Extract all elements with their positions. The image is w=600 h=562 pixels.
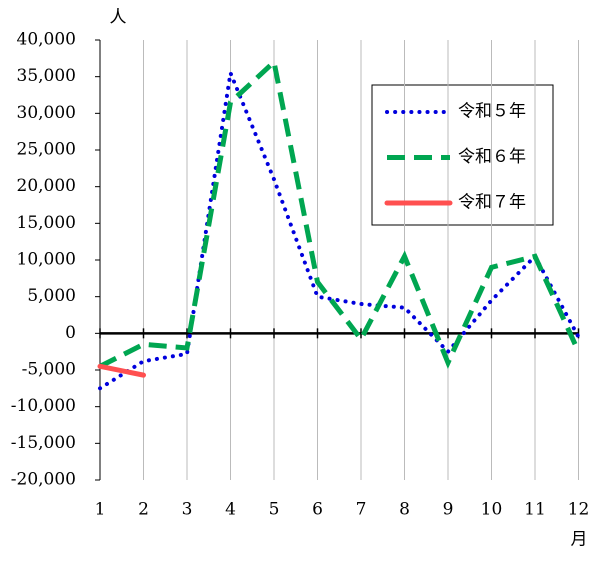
y-tick-label: 10,000 — [17, 250, 76, 270]
y-tick-label: 40,000 — [17, 30, 76, 50]
y-tick-label: 0 — [65, 323, 76, 343]
x-tick-label: 7 — [356, 500, 367, 520]
y-tick-label: -10,000 — [11, 396, 76, 416]
series-line — [98, 57, 581, 369]
y-tick-label: 5,000 — [27, 286, 76, 306]
x-unit: 月 — [571, 530, 588, 550]
series-line — [97, 363, 146, 378]
x-tick-label: 3 — [182, 500, 193, 520]
y-tick-label: 30,000 — [17, 103, 76, 123]
y-tick-label: 35,000 — [17, 66, 76, 86]
y-tick-label: -20,000 — [11, 470, 76, 490]
y-tick-label: 15,000 — [17, 213, 76, 233]
legend-label: 令和５年 — [458, 102, 526, 122]
legend-label: 令和６年 — [458, 147, 526, 167]
x-tick-label: 2 — [138, 500, 149, 520]
x-tick-label: 9 — [443, 500, 454, 520]
x-tick-label: 4 — [225, 500, 236, 520]
y-tick-label: 20,000 — [17, 176, 76, 196]
x-tick-label: 1 — [95, 500, 106, 520]
x-tick-label: 5 — [269, 500, 280, 520]
x-tick-label: 10 — [481, 500, 503, 520]
x-tick-label: 8 — [399, 500, 410, 520]
x-tick-label: 12 — [568, 500, 590, 520]
legend-label: 令和７年 — [458, 193, 526, 213]
y-unit: 人 — [110, 8, 127, 28]
x-tick-label: 11 — [524, 500, 546, 520]
y-tick-label: 25,000 — [17, 140, 76, 160]
y-tick-label: -5,000 — [22, 360, 76, 380]
series-line — [98, 65, 581, 391]
y-tick-label: -15,000 — [11, 433, 76, 453]
x-tick-label: 6 — [312, 500, 323, 520]
